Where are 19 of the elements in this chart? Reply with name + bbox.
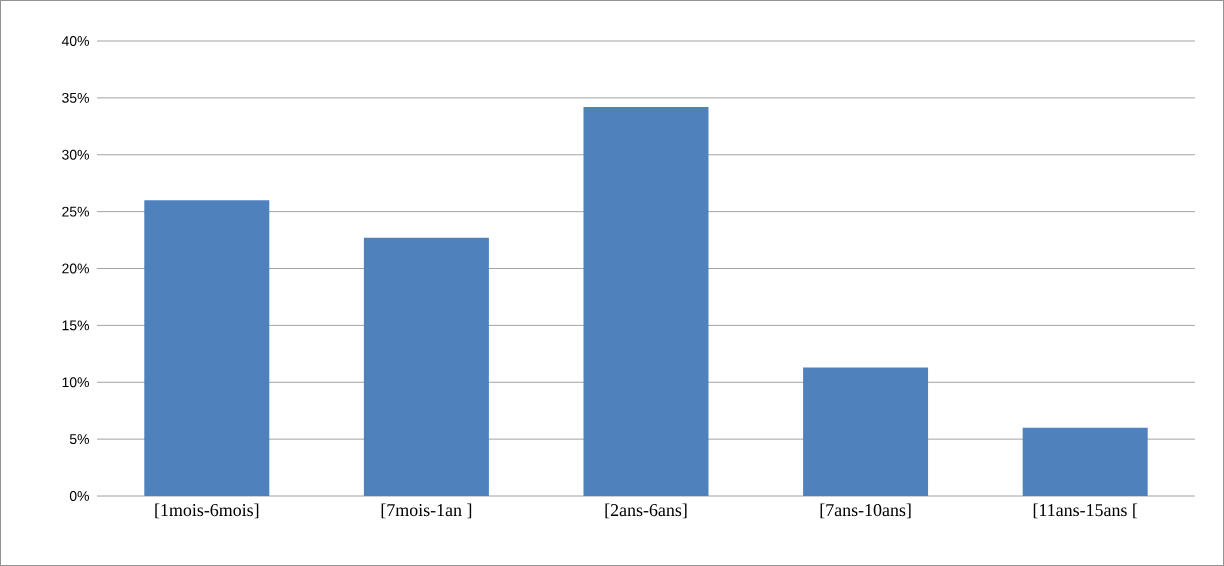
y-tick-label: 15%: [62, 320, 89, 331]
y-tick-label: 10%: [62, 377, 89, 388]
bar: [363, 237, 489, 496]
y-tick-label: 25%: [62, 206, 89, 217]
y-tick-label: 40%: [61, 36, 89, 46]
y-tick-label: 35%: [62, 92, 89, 103]
bar: [803, 367, 929, 496]
y-tick-label: 30%: [62, 149, 89, 160]
x-tick-label: [7ans-10ans]: [820, 503, 911, 519]
y-tick-label: 0%: [69, 491, 89, 501]
x-tick-label: [7mois-1an ]: [381, 503, 472, 519]
x-tick-label: [11ans-15ans [: [1033, 503, 1138, 519]
y-tick-label: 20%: [62, 263, 89, 274]
x-tick-label: [1mois-6mois]: [155, 503, 259, 519]
x-tick-label: [2ans-6ans]: [605, 503, 687, 519]
bar: [144, 200, 270, 496]
bar: [1022, 427, 1148, 496]
bar: [583, 106, 709, 496]
y-tick-label: 5%: [69, 434, 89, 445]
